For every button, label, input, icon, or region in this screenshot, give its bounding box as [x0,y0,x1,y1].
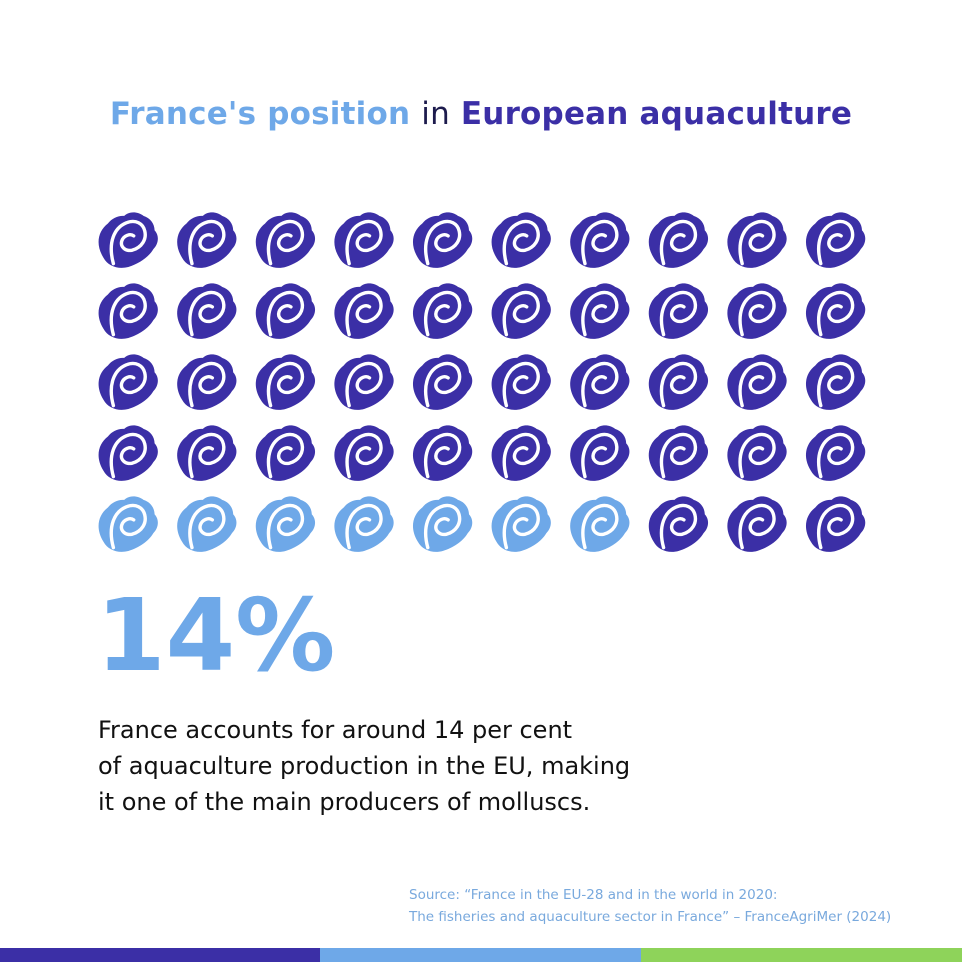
source-note: Source: “France in the EU-28 and in the … [409,884,949,928]
description-line: it one of the main producers of molluscs… [98,788,591,816]
oyster-icon [177,354,237,410]
oyster-icon [727,425,787,481]
oyster-icon [255,212,316,268]
oyster-icon [255,496,316,552]
oyster-icon [805,425,866,481]
oyster-icon [177,496,237,552]
description-text: France accounts for around 14 per cent o… [98,712,718,820]
oyster-icon [412,425,473,481]
oyster-icon [491,496,551,552]
oyster-icon [648,283,709,339]
oyster-icon [648,425,709,481]
oyster-icon [98,283,158,339]
oyster-icon [727,212,787,268]
oyster-icon [98,425,158,481]
oyster-icon [98,496,158,552]
oyster-icon [727,496,787,552]
oyster-icon [255,283,316,339]
oyster-icon [334,212,394,268]
source-line: Source: “France in the EU-28 and in the … [409,887,778,903]
oyster-icon [570,425,630,481]
description-line: France accounts for around 14 per cent [98,716,573,744]
oyster-icon [412,283,473,339]
oyster-icon [412,212,473,268]
oyster-icon [334,496,394,552]
oyster-icon [570,212,630,268]
page-title: France's position in European aquacultur… [0,96,962,132]
footer-bar-right [641,948,962,962]
oyster-icon [177,212,237,268]
oyster-icon [570,354,630,410]
oyster-icon [98,212,158,268]
oyster-pictograph [98,212,866,552]
oyster-icon [334,283,394,339]
oyster-icon [98,354,158,410]
title-connector: in [421,96,450,132]
source-line: The fisheries and aquaculture sector in … [409,909,892,925]
oyster-icon [412,496,473,552]
oyster-icon [255,354,316,410]
oyster-icon [491,354,551,410]
title-rest: European aquaculture [460,96,853,132]
oyster-icon [648,212,709,268]
oyster-icon [570,283,630,339]
percentage-value: 14% [96,577,336,694]
description-line: of aquaculture production in the EU, mak… [98,752,631,780]
oyster-icon [805,354,866,410]
oyster-icon [727,354,787,410]
oyster-icon [570,496,630,552]
oyster-icon [648,496,709,552]
oyster-icon [727,283,787,339]
oyster-icon [491,212,551,268]
oyster-icon [177,283,237,339]
oyster-icon [334,425,394,481]
oyster-icon [805,283,866,339]
oyster-icon [648,354,709,410]
title-highlight: France's position [109,96,411,132]
oyster-icon [334,354,394,410]
footer-bar-left [0,948,320,962]
oyster-icon [255,425,316,481]
oyster-icon [177,425,237,481]
oyster-icon [805,496,866,552]
oyster-icon [805,212,866,268]
oyster-icon [412,354,473,410]
oyster-icon [491,425,551,481]
footer-bar-middle [320,948,641,962]
oyster-icon [491,283,551,339]
